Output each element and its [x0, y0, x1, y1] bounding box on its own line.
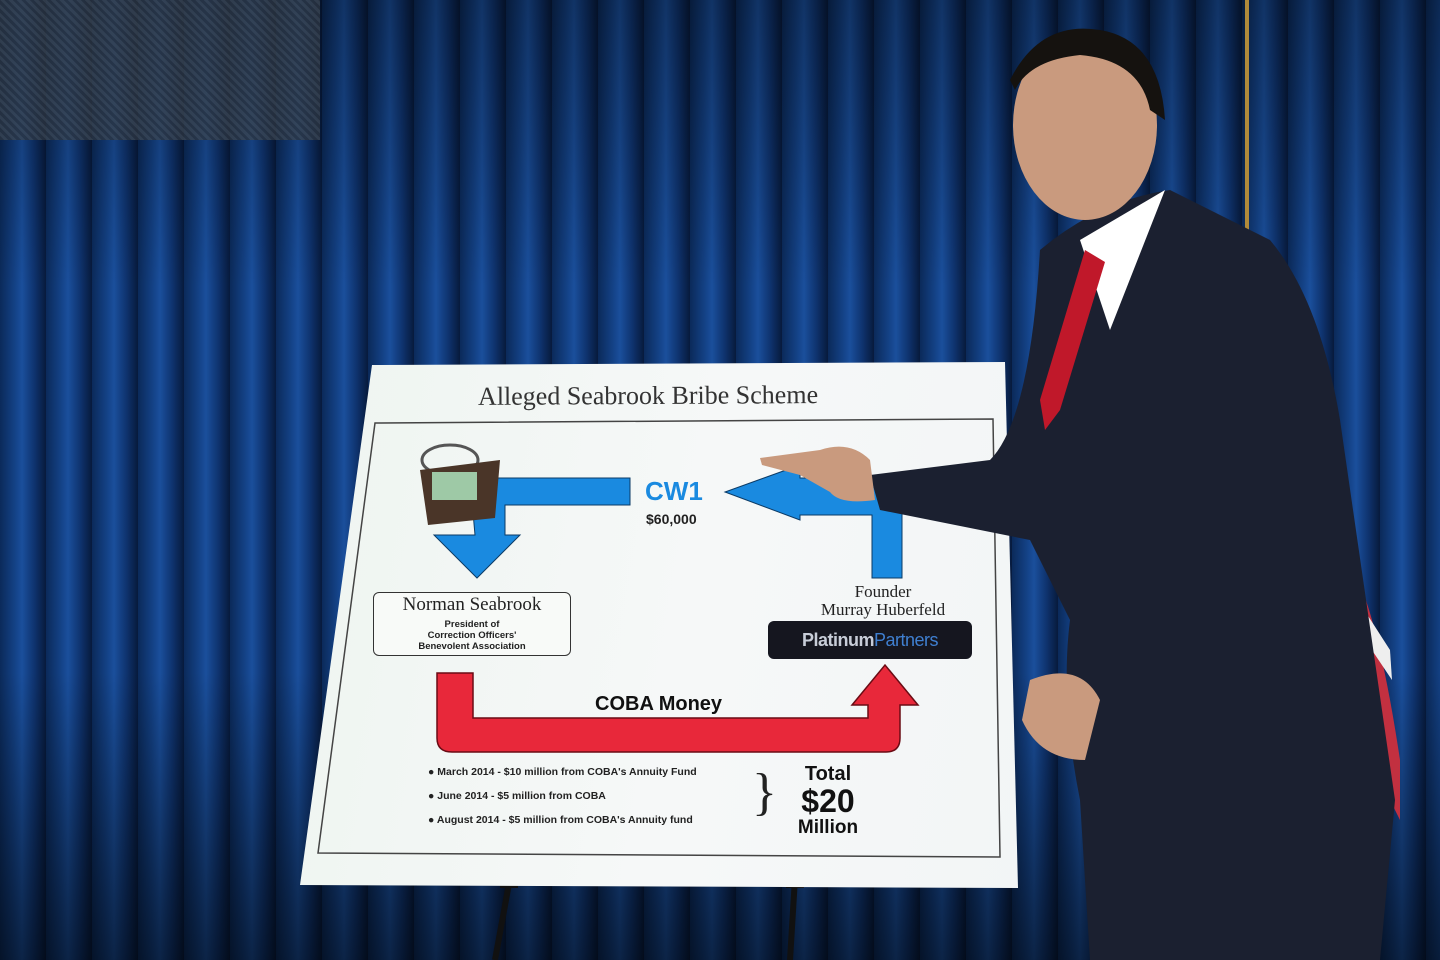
- suit-body: [870, 190, 1395, 960]
- total-unit: Million: [797, 817, 859, 838]
- logo-part1: Platinum: [801, 630, 875, 650]
- transfer-item: August 2014 - $5 million from COBA's Ann…: [428, 814, 697, 826]
- role-line: Correction Officers': [427, 630, 517, 641]
- transfer-item: June 2014 - $5 million from COBA: [428, 790, 697, 802]
- seabrook-role: President of Correction Officers' Benevo…: [374, 619, 570, 652]
- role-line: Benevolent Association: [418, 641, 526, 652]
- transfer-item: March 2014 - $10 million from COBA's Ann…: [428, 766, 696, 778]
- total-amount: Total $20 Million: [786, 764, 870, 838]
- role-line: President of: [444, 619, 500, 630]
- platinum-partners-logo: PlatinumPartners: [768, 621, 972, 659]
- red-arrow-coba-money: [436, 663, 920, 753]
- transfer-list: March 2014 - $10 million from COBA's Ann…: [428, 766, 697, 838]
- brace-icon: }: [752, 764, 777, 821]
- total-label: Total: [804, 763, 852, 785]
- founder-title: Founder: [854, 582, 912, 601]
- head: [1010, 28, 1165, 220]
- founder-name: Murray Huberfeld: [820, 600, 946, 619]
- poster-inner-border: [317, 418, 1001, 858]
- left-hand: [1022, 673, 1100, 760]
- seabrook-box: Norman Seabrook President of Correction …: [373, 592, 571, 656]
- cash-bag-icon: [420, 443, 500, 525]
- cw1-amount: $60,000: [646, 511, 697, 527]
- logo-part2: Partners: [873, 630, 939, 650]
- cw1-label: CW1: [645, 476, 703, 506]
- pointing-hand: [760, 446, 875, 502]
- coba-money-label: COBA Money: [595, 693, 723, 715]
- total-value: $20: [801, 783, 855, 819]
- seabrook-name: Norman Seabrook: [402, 594, 542, 615]
- founder-label: Founder Murray Huberfeld: [788, 583, 978, 619]
- ceiling-grille: [0, 0, 320, 140]
